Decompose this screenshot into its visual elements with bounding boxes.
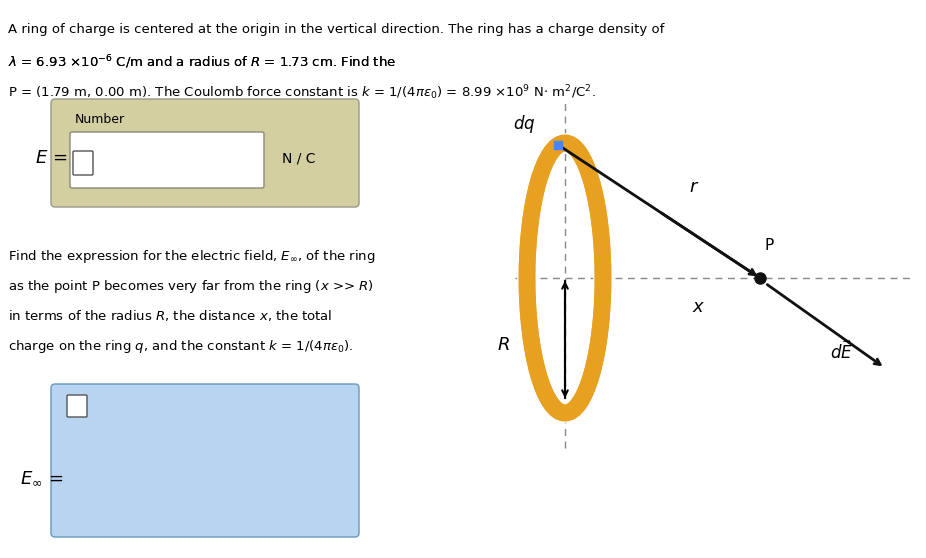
Text: $\lambda$ = 6.93 $\times$10$^{-6}$ C/m and a radius of $R$ = 1.73 cm. Find the: $\lambda$ = 6.93 $\times$10$^{-6}$ C/m a… [8, 53, 396, 71]
FancyBboxPatch shape [67, 395, 87, 417]
Text: $x$: $x$ [693, 298, 706, 316]
Text: A ring of charge is centered at the origin in the vertical direction. The ring h: A ring of charge is centered at the orig… [8, 23, 664, 36]
FancyBboxPatch shape [51, 384, 359, 537]
FancyBboxPatch shape [51, 99, 359, 207]
FancyBboxPatch shape [73, 151, 93, 175]
Text: N / C: N / C [282, 151, 316, 165]
Text: $E$ =: $E$ = [35, 149, 68, 167]
Text: $d\vec{E}$: $d\vec{E}$ [830, 340, 853, 363]
Text: as the point P becomes very far from the ring ($x$ >> $R$): as the point P becomes very far from the… [8, 278, 374, 295]
Text: $R$: $R$ [497, 336, 510, 354]
Text: P: P [765, 238, 774, 253]
Text: in terms of the radius $R$, the distance $x$, the total: in terms of the radius $R$, the distance… [8, 308, 332, 323]
Text: $\lambda$ = 6.93 $\times$10$^{-6}$ C/m and a radius of $R$ = 1.73 cm. Find the: $\lambda$ = 6.93 $\times$10$^{-6}$ C/m a… [8, 53, 396, 71]
Text: charge on the ring $q$, and the constant $k$ = 1/(4$\pi\varepsilon_0$).: charge on the ring $q$, and the constant… [8, 338, 354, 355]
FancyBboxPatch shape [70, 132, 264, 188]
Text: $E_\infty$ =: $E_\infty$ = [20, 469, 63, 487]
Text: Number: Number [75, 113, 125, 126]
Text: Find the expression for the electric field, $E_\infty$, of the ring: Find the expression for the electric fie… [8, 248, 376, 265]
Text: P = (1.79 m, 0.00 m). The Coulomb force constant is $k$ = 1/(4$\pi\varepsilon_0$: P = (1.79 m, 0.00 m). The Coulomb force … [8, 83, 595, 102]
Text: $dq$: $dq$ [513, 113, 536, 135]
Text: $r$: $r$ [689, 177, 699, 195]
